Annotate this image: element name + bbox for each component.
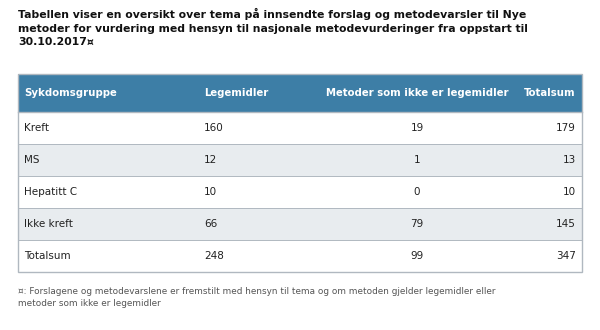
- Text: Sykdomsgruppe: Sykdomsgruppe: [24, 88, 117, 98]
- Text: 10: 10: [204, 187, 217, 197]
- Text: Legemidler: Legemidler: [204, 88, 268, 98]
- Text: Tabellen viser en oversikt over tema på innsendte forslag og metodevarsler til N: Tabellen viser en oversikt over tema på …: [18, 8, 528, 47]
- Text: Totalsum: Totalsum: [524, 88, 576, 98]
- Text: 12: 12: [204, 155, 217, 165]
- Text: Ikke kreft: Ikke kreft: [24, 219, 73, 229]
- Text: 160: 160: [204, 123, 224, 133]
- Text: Hepatitt C: Hepatitt C: [24, 187, 77, 197]
- Text: ¤: Forslagene og metodevarslene er fremstilt med hensyn til tema og om metoden g: ¤: Forslagene og metodevarslene er frems…: [18, 287, 496, 308]
- Text: 248: 248: [204, 251, 224, 261]
- Text: 99: 99: [410, 251, 424, 261]
- Text: 179: 179: [556, 123, 576, 133]
- Text: 19: 19: [410, 123, 424, 133]
- Text: 66: 66: [204, 219, 217, 229]
- Text: Kreft: Kreft: [24, 123, 49, 133]
- Text: MS: MS: [24, 155, 40, 165]
- Text: 145: 145: [556, 219, 576, 229]
- Text: 79: 79: [410, 219, 424, 229]
- Text: 13: 13: [563, 155, 576, 165]
- Text: Metoder som ikke er legemidler: Metoder som ikke er legemidler: [326, 88, 508, 98]
- Text: 0: 0: [414, 187, 420, 197]
- Text: Totalsum: Totalsum: [24, 251, 71, 261]
- Text: 1: 1: [413, 155, 421, 165]
- Text: 10: 10: [563, 187, 576, 197]
- Text: 347: 347: [556, 251, 576, 261]
